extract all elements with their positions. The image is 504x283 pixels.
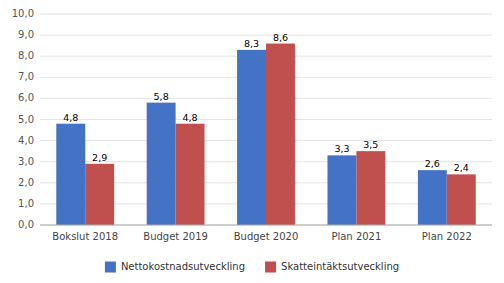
- data-label: 8,6: [273, 32, 288, 43]
- legend-swatch: [265, 262, 276, 273]
- bar: [418, 170, 447, 225]
- x-tick-label: Budget 2019: [143, 231, 208, 242]
- bar: [176, 124, 205, 225]
- x-axis: Bokslut 2018 Budget 2019 Budget 2020 Plan 2…: [40, 225, 492, 242]
- data-label: 3,5: [363, 139, 378, 150]
- bar: [447, 174, 476, 225]
- data-label: 3,3: [334, 143, 349, 154]
- chart: 0,0 1,0 2,0 3,0 4,0 5,0 6,0 7,0 8,0 9,0 10,0 4,8 5,8…: [0, 0, 504, 283]
- legend-label: Skatteintäktsutveckling: [281, 261, 399, 272]
- y-tick-label: 9,0: [18, 29, 34, 40]
- data-label: 2,9: [92, 152, 107, 163]
- bar: [266, 44, 295, 225]
- y-tick-label: 6,0: [18, 92, 34, 103]
- data-label: 8,3: [244, 38, 259, 49]
- y-tick-label: 5,0: [18, 114, 34, 125]
- y-axis: 0,0 1,0 2,0 3,0 4,0 5,0 6,0 7,0 8,0 9,0 10,0: [12, 8, 492, 230]
- data-labels: 4,8 5,8 8,3 3,3 2,6 2,9 4,8 8,6 3,5 2,4: [63, 32, 469, 174]
- bar: [85, 164, 114, 225]
- bar: [237, 50, 266, 225]
- y-tick-label: 8,0: [18, 50, 34, 61]
- x-tick-label: Plan 2021: [331, 231, 381, 242]
- data-label: 4,8: [63, 112, 78, 123]
- y-tick-label: 2,0: [18, 177, 34, 188]
- x-axis-line: [40, 225, 492, 226]
- y-tick-label: 3,0: [18, 156, 34, 167]
- legend: Nettokostnadsutveckling Skatteintäktsutve…: [105, 261, 399, 273]
- data-label: 2,6: [425, 158, 440, 169]
- grid-line: [40, 225, 492, 226]
- bars: [56, 44, 475, 225]
- y-tick-label: 1,0: [18, 198, 34, 209]
- grid-line: [40, 14, 492, 15]
- data-label: 5,8: [154, 91, 169, 102]
- legend-swatch: [105, 262, 116, 273]
- x-tick-label: Budget 2020: [234, 231, 299, 242]
- y-tick-label: 4,0: [18, 135, 34, 146]
- grid-line: [40, 35, 492, 36]
- y-tick-label: 10,0: [12, 8, 34, 19]
- bar: [327, 155, 356, 225]
- x-tick-label: Bokslut 2018: [52, 231, 118, 242]
- bar: [56, 124, 85, 225]
- bar: [356, 151, 385, 225]
- legend-label: Nettokostnadsutveckling: [121, 261, 245, 272]
- x-tick-label: Plan 2022: [422, 231, 472, 242]
- data-label: 2,4: [454, 162, 469, 173]
- bar: [147, 103, 176, 225]
- data-label: 4,8: [183, 112, 198, 123]
- y-tick-label: 0,0: [18, 219, 34, 230]
- y-tick-label: 7,0: [18, 71, 34, 82]
